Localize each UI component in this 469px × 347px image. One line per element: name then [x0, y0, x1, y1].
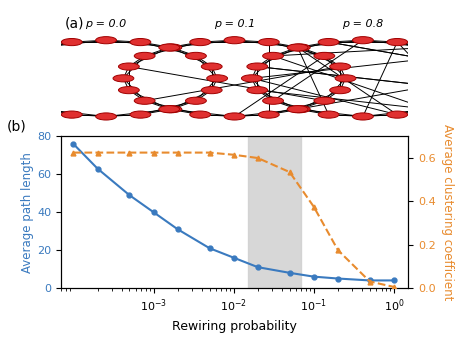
Circle shape — [224, 113, 245, 120]
Circle shape — [0, 63, 11, 70]
Circle shape — [330, 86, 350, 94]
Circle shape — [242, 75, 262, 82]
Circle shape — [113, 75, 134, 82]
Circle shape — [224, 37, 245, 44]
Circle shape — [190, 111, 211, 118]
Circle shape — [119, 86, 139, 94]
Circle shape — [186, 97, 206, 104]
Circle shape — [318, 39, 339, 46]
Circle shape — [201, 86, 222, 94]
Circle shape — [161, 44, 182, 51]
Circle shape — [0, 75, 6, 82]
Circle shape — [263, 97, 283, 104]
Circle shape — [130, 111, 151, 118]
Circle shape — [442, 97, 463, 104]
Circle shape — [353, 113, 373, 120]
Circle shape — [318, 111, 339, 118]
Circle shape — [6, 52, 27, 59]
Bar — [248, 136, 302, 288]
Circle shape — [61, 111, 82, 118]
Circle shape — [0, 86, 11, 94]
Circle shape — [190, 39, 211, 46]
Circle shape — [458, 86, 469, 94]
Circle shape — [463, 75, 469, 82]
Circle shape — [289, 105, 310, 113]
Circle shape — [330, 63, 350, 70]
Circle shape — [130, 39, 151, 46]
Circle shape — [30, 105, 51, 113]
Circle shape — [287, 105, 308, 113]
Circle shape — [30, 44, 51, 51]
Circle shape — [119, 63, 139, 70]
Circle shape — [134, 97, 155, 104]
Circle shape — [387, 111, 408, 118]
Circle shape — [387, 39, 408, 46]
Circle shape — [458, 63, 469, 70]
Circle shape — [314, 97, 335, 104]
Circle shape — [335, 75, 356, 82]
Circle shape — [258, 111, 279, 118]
Y-axis label: Average clustering coefficient: Average clustering coefficient — [440, 124, 454, 301]
Circle shape — [287, 44, 308, 51]
Circle shape — [96, 37, 116, 44]
Circle shape — [186, 52, 206, 59]
Text: p = 0.8: p = 0.8 — [342, 19, 384, 29]
Text: (a): (a) — [64, 16, 84, 31]
Circle shape — [159, 44, 180, 51]
Circle shape — [96, 113, 116, 120]
Circle shape — [258, 39, 279, 46]
Circle shape — [418, 105, 439, 113]
Circle shape — [442, 52, 463, 59]
Circle shape — [161, 105, 182, 113]
Text: p = 0.1: p = 0.1 — [214, 19, 255, 29]
X-axis label: Rewiring probability: Rewiring probability — [172, 320, 297, 333]
Circle shape — [159, 105, 180, 113]
Circle shape — [134, 52, 155, 59]
Circle shape — [314, 52, 335, 59]
Circle shape — [418, 44, 439, 51]
Y-axis label: Average path length: Average path length — [22, 152, 34, 273]
Circle shape — [61, 39, 82, 46]
Circle shape — [207, 75, 227, 82]
Circle shape — [263, 52, 283, 59]
Circle shape — [353, 37, 373, 44]
Text: (b): (b) — [7, 119, 27, 133]
Circle shape — [6, 97, 27, 104]
Circle shape — [247, 86, 268, 94]
Circle shape — [289, 44, 310, 51]
Circle shape — [201, 63, 222, 70]
Text: p = 0.0: p = 0.0 — [85, 19, 127, 29]
Circle shape — [247, 63, 268, 70]
